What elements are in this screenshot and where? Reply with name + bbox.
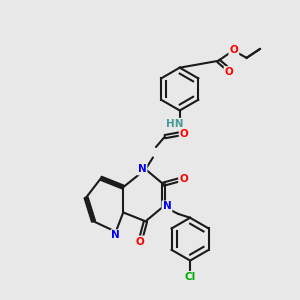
Text: O: O: [180, 129, 189, 139]
Text: HN: HN: [166, 119, 183, 129]
Text: O: O: [230, 44, 238, 55]
Text: N: N: [111, 230, 120, 240]
Text: N: N: [138, 164, 146, 174]
Text: O: O: [179, 174, 188, 184]
Text: O: O: [136, 236, 145, 247]
Text: N: N: [163, 202, 171, 212]
Text: O: O: [225, 67, 233, 77]
Text: Cl: Cl: [184, 272, 196, 282]
